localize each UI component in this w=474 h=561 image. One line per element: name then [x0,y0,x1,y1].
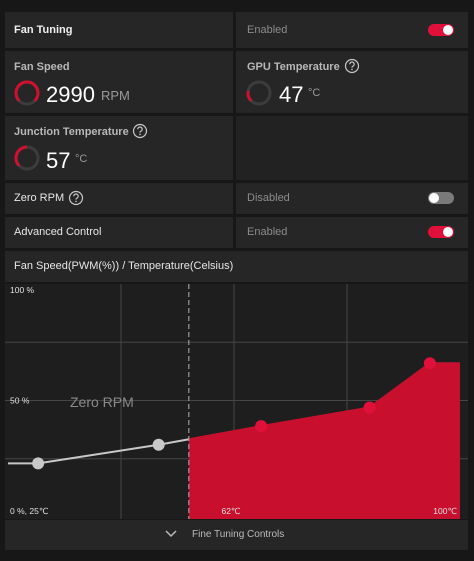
gpu-temperature-card: GPU Temperature 47 °C [236,51,468,113]
unit: °C [308,87,321,99]
value: 57 [46,148,71,173]
help-icon[interactable] [344,58,360,74]
help-icon[interactable] [132,123,148,139]
card-label: Junction Temperature [14,126,129,138]
zero-rpm-cell: Zero RPM [5,183,233,214]
x-tick-label: 62℃ [221,506,240,516]
annotation: Zero RPM [70,394,134,410]
area-fill [188,363,460,519]
chart-title-cell: Fan Speed(PWM(%)) / Temperature(Celsius) [5,251,468,282]
row-label: Advanced Control [14,226,102,238]
fan-curve-chart: Zero RPM 0 %, 25℃ 50 % 100 % 62℃ 100℃ [5,284,468,519]
curve-point[interactable] [255,420,268,433]
value: 2990 [46,82,95,107]
toggle[interactable] [428,24,454,36]
junction-temperature-card: Junction Temperature 57 °C [5,116,233,180]
gauge-arc [14,80,40,102]
gauge [14,145,40,171]
y-tick-label: 100 % [10,285,35,295]
gauge [14,80,40,106]
y-tick-label: 0 %, 25℃ [10,506,49,516]
zero-rpm-status-cell: Disabled [236,183,468,214]
header-status-cell: Enabled [236,12,468,48]
fan-speed-card: Fan Speed 2990 RPM [5,51,233,113]
advanced-control-cell: Advanced Control [5,217,233,248]
card-label: Fan Speed [14,61,70,73]
unit: RPM [101,88,130,103]
footer[interactable]: Fine Tuning Controls [5,520,468,550]
card-label: GPU Temperature [247,61,340,73]
value: 47 [279,82,304,107]
toggle[interactable] [428,192,454,204]
header-cell: Fan Tuning [5,12,233,48]
gauge-arc [14,145,28,167]
advanced-control-status-cell: Enabled [236,217,468,248]
curve-point[interactable] [152,438,165,451]
gauge-arc [246,90,253,102]
curve-point[interactable] [363,401,376,414]
chart-title: Fan Speed(PWM(%)) / Temperature(Celsius) [14,260,234,272]
x-tick-label: 100℃ [433,506,457,516]
footer-label: Fine Tuning Controls [192,529,285,540]
help-icon[interactable] [68,190,84,206]
gauge [246,80,272,106]
status: Enabled [247,226,288,238]
toggle[interactable] [428,226,454,238]
title: Fan Tuning [14,24,73,36]
unit: °C [75,153,88,165]
toggle-knob [429,193,439,203]
curve-point[interactable] [32,457,45,470]
curve-point[interactable] [423,357,436,370]
status: Disabled [247,192,290,204]
empty-cell [236,116,468,180]
y-tick-label: 50 % [10,396,30,406]
toggle-knob [443,227,453,237]
row-label: Zero RPM [14,192,65,204]
toggle-knob [443,25,453,35]
status: Enabled [247,24,288,36]
chevron-icon [165,530,177,538]
